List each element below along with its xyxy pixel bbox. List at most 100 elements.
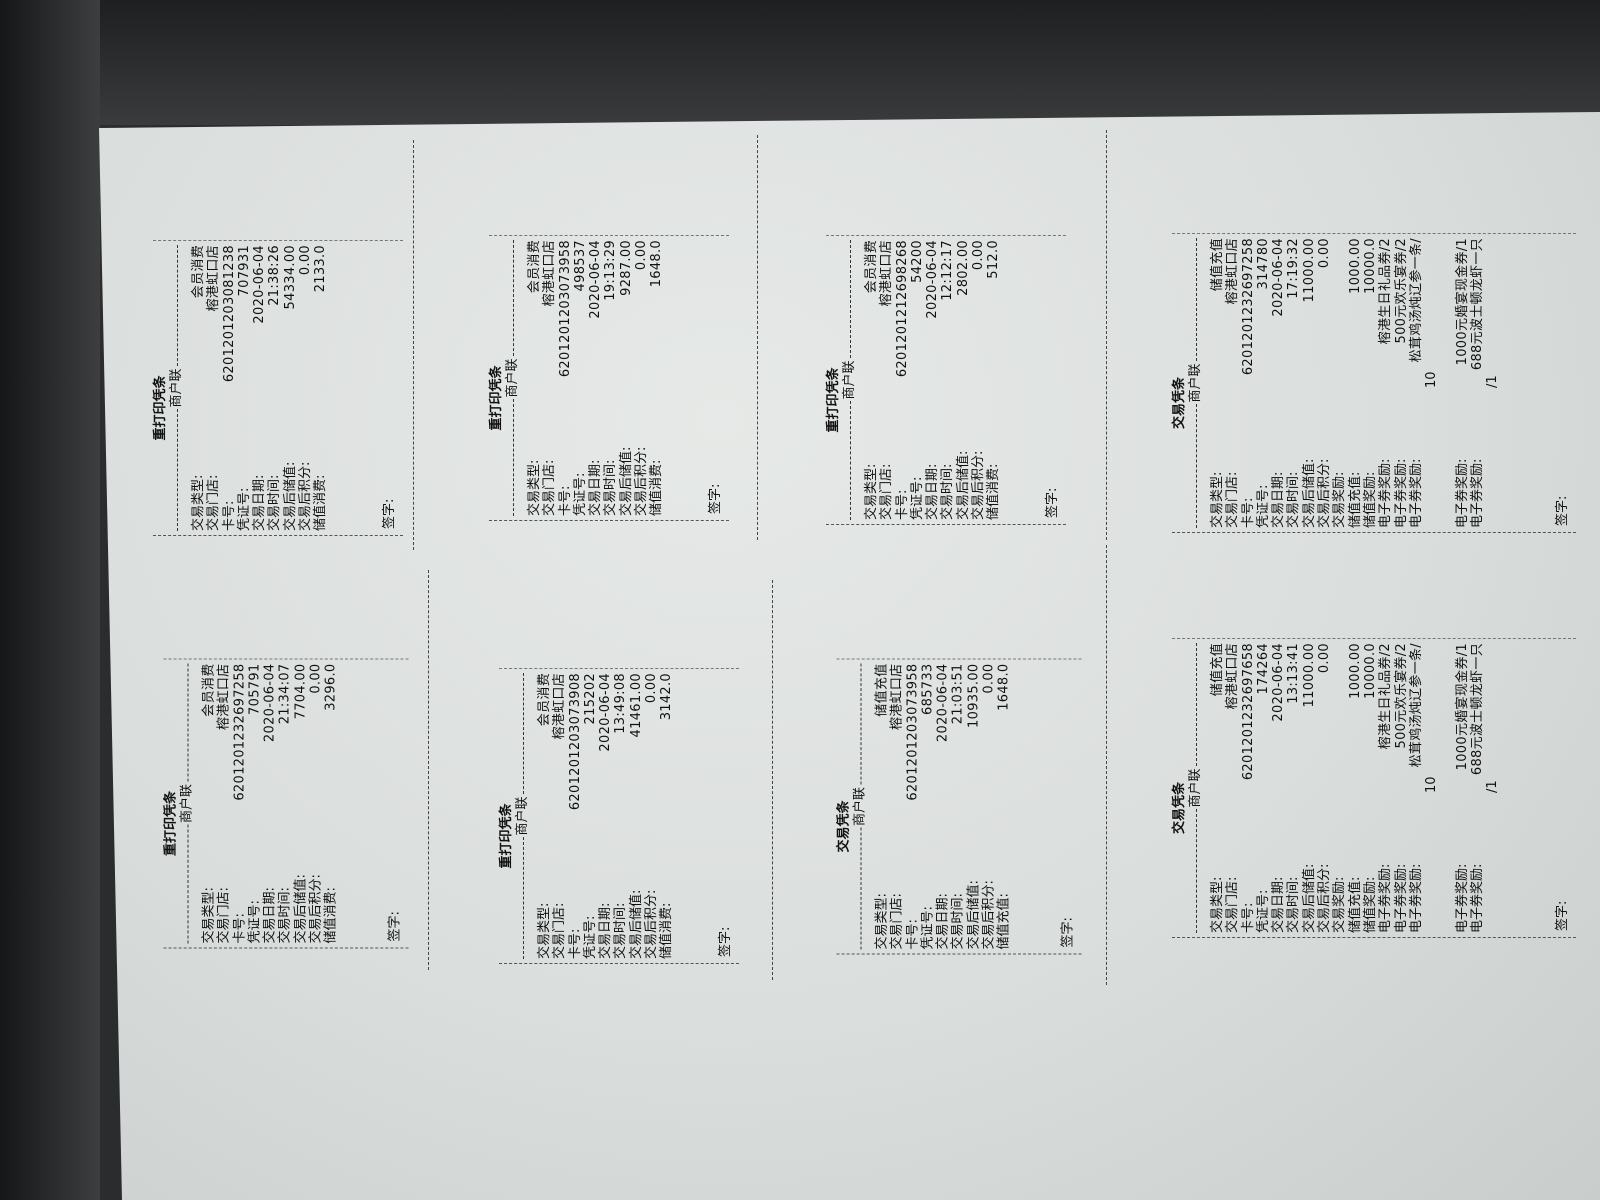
row-label: 交易后积分:: [971, 450, 987, 520]
row-label: 交易后储值:: [618, 446, 634, 516]
receipt-row: 交易类型: 会员消费: [864, 240, 879, 520]
receipt-row: 交易门店: 榕港虹口店: [879, 240, 894, 520]
row-value: 松茸鸡汤炖辽参一条/: [1408, 238, 1424, 363]
row-label: 交易日期:: [588, 459, 604, 516]
receipt-row: 凭证号: 498537: [573, 240, 588, 516]
signature-label: 签字:: [1554, 900, 1570, 931]
receipt-row: 交易类型: 会员消费: [527, 240, 542, 516]
receipt-row: 电子券奖励: 榕港生日礼品券/2: [1378, 238, 1393, 528]
signature-label: 签字:: [1044, 487, 1060, 518]
row-label: 交易后储值:: [282, 461, 298, 531]
row-label: 交易奖励:: [1332, 876, 1348, 933]
receipt-row: 交易时间: 12:12:17: [940, 240, 955, 520]
row-label: 交易奖励:: [1332, 471, 1348, 528]
row-value: 2020-06-04: [598, 673, 614, 752]
row-label: 交易后积分:: [644, 889, 660, 959]
row-label: 交易后储值:: [293, 873, 309, 943]
row-label: 储值充值:: [996, 892, 1012, 949]
receipt: 重打印凭条 商户联 交易类型: 会员消费 交易门店: 榕港虹口店 卡号: 6201201232…: [163, 658, 409, 948]
row-label: 电子券奖励:: [1454, 863, 1470, 933]
receipt-row: 交易门店: 榕港虹口店: [1225, 643, 1240, 933]
row-value: 707931: [236, 245, 252, 297]
row-value: 会员消费: [201, 663, 217, 717]
row-value: 6201201203073908: [567, 673, 583, 811]
row-label: 交易时间:: [950, 892, 966, 949]
row-value: 10935.00: [966, 663, 982, 728]
row-value: 7704.00: [293, 663, 309, 719]
row-value: 0.00: [298, 245, 314, 276]
receipt-row: 卡号: 6201201232697658: [1241, 643, 1256, 933]
row-value: 2020-06-04: [1271, 238, 1287, 317]
row-label: 交易后积分:: [298, 461, 314, 531]
row-label: 交易后储值:: [966, 879, 982, 949]
row-value: 512.0: [986, 240, 1002, 279]
row-value: 榕港虹口店: [216, 663, 232, 730]
row-label: 交易门店:: [879, 463, 895, 520]
row-label: 储值消费:: [659, 902, 675, 959]
row-label: 交易类型:: [1210, 471, 1225, 528]
row-value: 10000.0: [1362, 238, 1378, 294]
row-label: 交易日期:: [262, 886, 278, 943]
row-value: 314780: [1255, 238, 1271, 290]
receipt-row: 交易类型: 储值充值: [1210, 643, 1225, 933]
row-value: 688元波士顿龙虾一只: [1470, 238, 1486, 371]
receipt-title: 重打印凭条: [489, 365, 504, 431]
row-label: 交易类型:: [1210, 876, 1225, 933]
row-value: 0.00: [981, 663, 997, 694]
row-label: 交易后储值:: [955, 450, 971, 520]
receipt-row: 交易时间: 13:13:41: [1286, 643, 1301, 933]
signature-label: 签字:: [717, 926, 733, 957]
row-value: 498537: [572, 240, 588, 292]
row-value: 2020-06-04: [935, 663, 951, 742]
row-value: 1000元婚宴现金券/1: [1454, 643, 1470, 771]
row-label: 交易后积分:: [981, 879, 997, 949]
signature-label: 签字:: [381, 498, 397, 529]
row-value: 榕港虹口店: [542, 240, 558, 307]
row-value: 21:03:51: [950, 663, 966, 724]
row-value: 1000元婚宴现金券/1: [1454, 238, 1470, 366]
row-label: 凭证号:: [1255, 889, 1271, 933]
receipt-subtitle: 商户联: [515, 796, 531, 836]
divider: [860, 662, 861, 785]
row-value: 19:13:29: [603, 240, 619, 301]
receipt-subtitle: 商户联: [179, 783, 195, 823]
receipt-row: 交易日期: 2020-06-04: [263, 663, 278, 943]
receipt-row: 储值奖励: 10000.0: [1363, 238, 1378, 528]
receipt-row: 交易后储值: 10935.00: [966, 663, 981, 949]
divider: [176, 409, 178, 531]
row-label: 交易时间:: [940, 463, 956, 520]
receipt-row: 交易类型: 会员消费: [191, 245, 206, 531]
row-label: 交易日期:: [598, 902, 614, 959]
row-label: 电子券奖励:: [1378, 458, 1394, 528]
divider: [187, 824, 188, 943]
row-value: 6201201232697258: [1240, 238, 1256, 376]
row-label: 储值奖励:: [1362, 471, 1378, 528]
row-label: 交易时间:: [267, 474, 283, 531]
row-value: 榕港虹口店: [879, 240, 895, 307]
row-value: 705791: [247, 663, 263, 715]
receipt: 重打印凭条 商户联 交易类型: 会员消费 交易门店: 榕港虹口店 卡号: 6201201203…: [153, 240, 403, 536]
receipt-row: 凭证号: 215202: [583, 673, 598, 959]
row-value: 2020-06-04: [1271, 643, 1287, 722]
row-value: 54200: [909, 240, 925, 283]
row-value: 榕港虹口店: [889, 663, 905, 730]
receipt-row: 交易日期: 2020-06-04: [1271, 238, 1286, 528]
receipt-row: 电子券奖励: 500元欢乐宴券/2: [1394, 238, 1409, 528]
receipt-row: 交易日期: 2020-06-04: [1271, 643, 1286, 933]
receipt: 交易凭条 商户联 交易类型: 储值充值 交易门店: 榕港虹口店 卡号: 62012012030…: [836, 658, 1082, 954]
row-gap: [1439, 643, 1454, 933]
receipt-row: 交易门店: 榕港虹口店: [217, 663, 232, 943]
row-value: 储值充值: [1210, 643, 1225, 697]
row-value: 6201201212698268: [894, 240, 910, 378]
row-value: 0.00: [644, 673, 660, 704]
receipt-row: 交易后储值: 2802.00: [956, 240, 971, 520]
receipt-subtitle-line: 商户联: [1188, 237, 1204, 528]
row-value: 榕港生日礼品券/2: [1378, 238, 1394, 345]
row-label: 储值消费:: [986, 463, 1002, 520]
receipt-row: 电子券奖励: 500元欢乐宴券/2: [1394, 643, 1409, 933]
receipt-row: 交易奖励:: [1332, 238, 1347, 528]
receipt-row: 凭证号: 174264: [1256, 643, 1271, 933]
receipt-row: 卡号: 6201201212698268: [895, 240, 910, 520]
row-value: 3142.0: [659, 673, 675, 721]
